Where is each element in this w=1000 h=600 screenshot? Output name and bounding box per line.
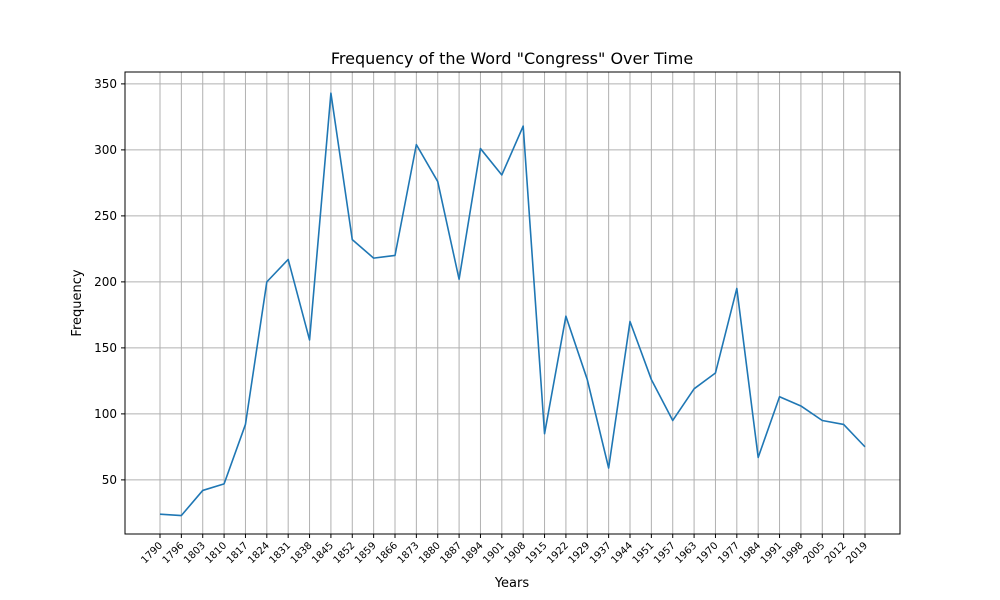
x-tick-label: 1998 — [780, 540, 806, 566]
x-tick-label: 1838 — [289, 540, 315, 566]
data-point — [735, 287, 738, 290]
x-tick-label: 1866 — [374, 540, 400, 566]
x-tick-label: 1991 — [759, 540, 785, 566]
data-point — [287, 258, 290, 261]
data-point — [671, 419, 674, 422]
data-point — [864, 445, 867, 448]
data-point — [650, 378, 653, 381]
x-tick-label: 1831 — [268, 540, 294, 566]
data-point — [842, 423, 845, 426]
y-tick-label: 200 — [94, 275, 117, 289]
data-point — [629, 320, 632, 323]
x-tick-label: 1803 — [182, 540, 208, 566]
data-point — [351, 238, 354, 241]
series-line — [159, 92, 866, 517]
x-tick-label: 1970 — [695, 540, 721, 566]
data-point — [500, 173, 503, 176]
y-axis-label: Frequency — [70, 269, 85, 336]
x-tick-label: 1817 — [225, 540, 251, 566]
y-axis-ticks: 50 100 150 200 250 300 350 — [94, 77, 125, 487]
x-gridlines — [159, 72, 866, 534]
x-tick-label: 1845 — [310, 540, 336, 566]
data-point — [159, 513, 162, 516]
x-tick-label: 1944 — [609, 540, 635, 566]
x-tick-label: 1796 — [161, 540, 187, 566]
data-point — [714, 371, 717, 374]
data-point — [757, 456, 760, 459]
data-point — [436, 180, 439, 183]
y-tick-label: 350 — [94, 77, 117, 91]
data-point — [308, 338, 311, 341]
data-point — [522, 125, 525, 128]
data-point — [821, 419, 824, 422]
data-point — [458, 278, 461, 281]
x-tick-label: 1977 — [716, 540, 742, 566]
data-point — [244, 423, 247, 426]
x-tick-label: 1852 — [332, 540, 358, 566]
x-tick-label: 1929 — [567, 540, 593, 566]
x-tick-label: 2005 — [802, 540, 828, 566]
data-point — [265, 280, 268, 283]
x-tick-label: 1824 — [246, 540, 272, 566]
y-tick-label: 50 — [102, 473, 117, 487]
data-point — [564, 315, 567, 318]
x-tick-label: 2012 — [823, 540, 849, 566]
data-point — [799, 404, 802, 407]
chart-title: Frequency of the Word "Congress" Over Ti… — [331, 49, 693, 68]
x-tick-label: 1873 — [396, 540, 422, 566]
x-axis-label: Years — [494, 576, 530, 591]
data-point — [693, 387, 696, 390]
data-point — [180, 514, 183, 517]
series-layer — [159, 92, 867, 517]
x-tick-label: 1790 — [139, 540, 165, 566]
x-tick-label: 1915 — [524, 540, 550, 566]
data-point — [586, 378, 589, 381]
x-tick-label: 1984 — [738, 540, 764, 566]
data-point — [223, 482, 226, 485]
data-point — [607, 467, 610, 470]
x-tick-label: 1880 — [417, 540, 443, 566]
y-tick-label: 100 — [94, 407, 117, 421]
x-tick-label: 1937 — [588, 540, 614, 566]
x-tick-label: 2019 — [844, 540, 870, 566]
x-tick-label: 1894 — [460, 540, 486, 566]
data-point — [415, 143, 418, 146]
x-tick-label: 1887 — [438, 540, 464, 566]
y-tick-label: 250 — [94, 209, 117, 223]
y-tick-label: 150 — [94, 341, 117, 355]
x-tick-label: 1908 — [503, 540, 529, 566]
x-tick-label: 1963 — [673, 540, 699, 566]
data-point — [394, 254, 397, 257]
x-axis-ticks: 1790179618031810181718241831183818451852… — [139, 534, 870, 566]
data-point — [372, 257, 375, 260]
x-tick-label: 1951 — [631, 540, 657, 566]
x-tick-label: 1810 — [203, 540, 229, 566]
x-tick-label: 1957 — [652, 540, 678, 566]
data-point — [543, 432, 546, 435]
x-tick-label: 1859 — [353, 540, 379, 566]
x-tick-label: 1922 — [545, 540, 571, 566]
data-point — [329, 92, 332, 95]
data-point — [778, 395, 781, 398]
data-point — [479, 147, 482, 150]
data-point — [201, 489, 204, 492]
plot-area — [125, 72, 900, 534]
plot-frame — [124, 71, 901, 535]
x-tick-label: 1901 — [481, 540, 507, 566]
y-tick-label: 300 — [94, 143, 117, 157]
